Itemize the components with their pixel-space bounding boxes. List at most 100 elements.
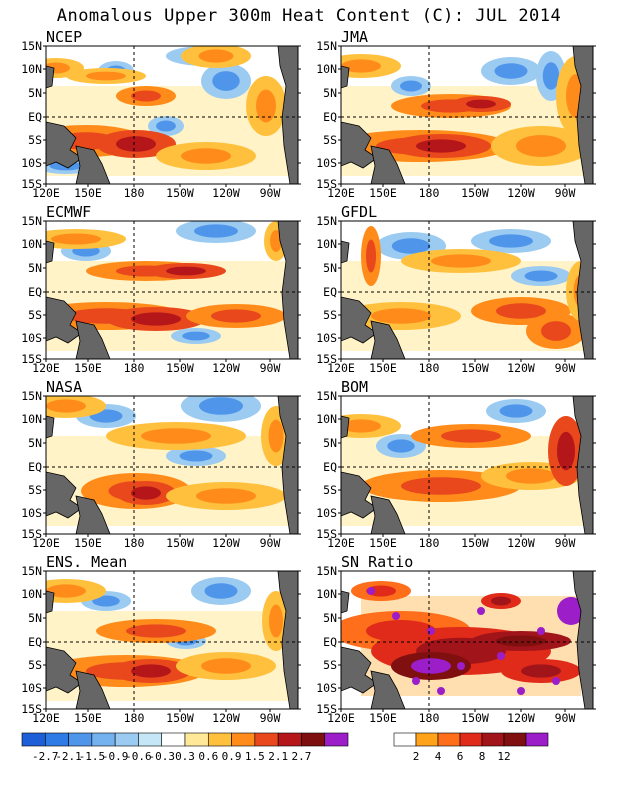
map-field xyxy=(341,46,593,184)
lat-tick-label: 15N xyxy=(21,564,42,578)
map-frame xyxy=(340,570,594,710)
lon-tick-label: 120W xyxy=(507,361,535,375)
lat-tick-label: 15S xyxy=(316,527,337,541)
warm-anomaly-core xyxy=(496,635,546,647)
warm-anomaly-core xyxy=(131,664,171,678)
panel-label: BOM xyxy=(341,378,368,396)
lon-tick-label: 120W xyxy=(507,711,535,725)
warm-anomaly-core xyxy=(521,664,561,678)
land-mass xyxy=(277,221,298,359)
warm-anomaly-core xyxy=(201,658,251,674)
colorbar-swatch xyxy=(525,732,549,747)
cool-anomaly-core xyxy=(524,270,558,282)
colorbar-label: 12 xyxy=(497,750,510,763)
colorbar-swatch xyxy=(114,732,139,747)
snr-peak xyxy=(427,627,435,635)
cool-anomaly-core xyxy=(204,583,238,599)
land-mass xyxy=(46,240,55,264)
warm-anomaly-core xyxy=(126,624,186,638)
warm-anomaly-core xyxy=(86,71,126,81)
colorbar-swatch xyxy=(277,732,302,747)
land-mass xyxy=(75,670,111,709)
lat-tick-label: 10N xyxy=(316,237,337,251)
warm-anomaly-core xyxy=(268,419,284,453)
lon-tick-label: 150E xyxy=(74,361,102,375)
warm-anomaly-core xyxy=(131,486,161,500)
colorbar-swatch xyxy=(437,732,461,747)
land-mass xyxy=(277,571,298,709)
panel-label: SN Ratio xyxy=(341,553,413,571)
warm-anomaly-core xyxy=(516,135,566,157)
lon-tick-label: 120E xyxy=(327,536,355,550)
lat-tick-label: EQ xyxy=(28,110,42,124)
colorbar-swatch xyxy=(459,732,483,747)
cool-anomaly-core xyxy=(92,595,120,607)
warm-anomaly-core xyxy=(198,49,234,63)
lat-tick-label: 15S xyxy=(21,352,42,366)
figure-title: Anomalous Upper 300m Heat Content (C): J… xyxy=(56,6,562,26)
lat-tick-label: 10S xyxy=(21,681,42,695)
lon-tick-label: 90W xyxy=(555,186,576,200)
lon-tick-label: 180 xyxy=(419,361,440,375)
colorbar-swatch xyxy=(481,732,505,747)
colorbar-swatch xyxy=(393,732,417,747)
lon-tick-label: 90W xyxy=(260,186,281,200)
lat-tick-label: 10N xyxy=(21,237,42,251)
lat-tick-label: 15S xyxy=(21,702,42,716)
lat-tick-label: 5S xyxy=(28,658,42,672)
cool-anomaly-core xyxy=(182,331,210,341)
land-mass xyxy=(46,415,55,439)
snr-peak xyxy=(392,612,400,620)
colorbar-swatch xyxy=(91,732,116,747)
warm-anomaly-core xyxy=(401,477,481,495)
map-field xyxy=(341,396,593,534)
land-mass xyxy=(370,495,406,534)
lat-tick-label: 5S xyxy=(323,133,337,147)
lat-tick-label: 5N xyxy=(323,436,337,450)
cool-anomaly-core xyxy=(194,224,238,238)
cool-anomaly-core xyxy=(179,450,213,462)
lat-tick-label: 15S xyxy=(316,702,337,716)
colorbar-label: -1.5 xyxy=(79,750,106,763)
lon-tick-label: 120W xyxy=(212,186,240,200)
colorbar-swatch xyxy=(138,732,163,747)
colorbar-swatch xyxy=(68,732,93,747)
lat-tick-label: 10N xyxy=(21,62,42,76)
snr-peak xyxy=(537,627,545,635)
lat-tick-label: 5N xyxy=(323,86,337,100)
colorbar-label: 2.7 xyxy=(291,750,311,763)
warm-anomaly-core xyxy=(181,148,231,164)
lon-tick-label: 90W xyxy=(260,711,281,725)
land-mass xyxy=(572,571,593,709)
panel-label: GFDL xyxy=(341,203,377,221)
lon-tick-label: 180 xyxy=(419,536,440,550)
lon-tick-label: 120E xyxy=(32,536,60,550)
cool-anomaly-core xyxy=(400,80,422,92)
lat-tick-label: EQ xyxy=(323,285,337,299)
warm-anomaly-core xyxy=(46,399,86,413)
lon-tick-label: 150W xyxy=(461,361,489,375)
colorbar-swatch xyxy=(161,732,186,747)
lon-tick-label: 150E xyxy=(74,711,102,725)
warm-anomaly-core xyxy=(211,309,261,323)
snr-peak xyxy=(552,677,560,685)
cool-anomaly-core xyxy=(156,120,176,132)
colorbar-label: 1.5 xyxy=(245,750,265,763)
land-mass xyxy=(341,240,350,264)
lon-tick-label: 150W xyxy=(166,711,194,725)
map-field xyxy=(46,46,298,184)
lat-tick-label: 5S xyxy=(323,308,337,322)
cool-anomaly-core xyxy=(489,234,533,248)
lat-tick-label: EQ xyxy=(323,635,337,649)
lat-tick-label: 15N xyxy=(316,39,337,53)
lat-tick-label: 5N xyxy=(28,86,42,100)
lon-tick-label: 180 xyxy=(419,711,440,725)
colorbar-swatch xyxy=(21,732,46,747)
land-mass xyxy=(341,590,350,614)
warm-anomaly-core xyxy=(131,312,181,326)
land-mass xyxy=(370,320,406,359)
